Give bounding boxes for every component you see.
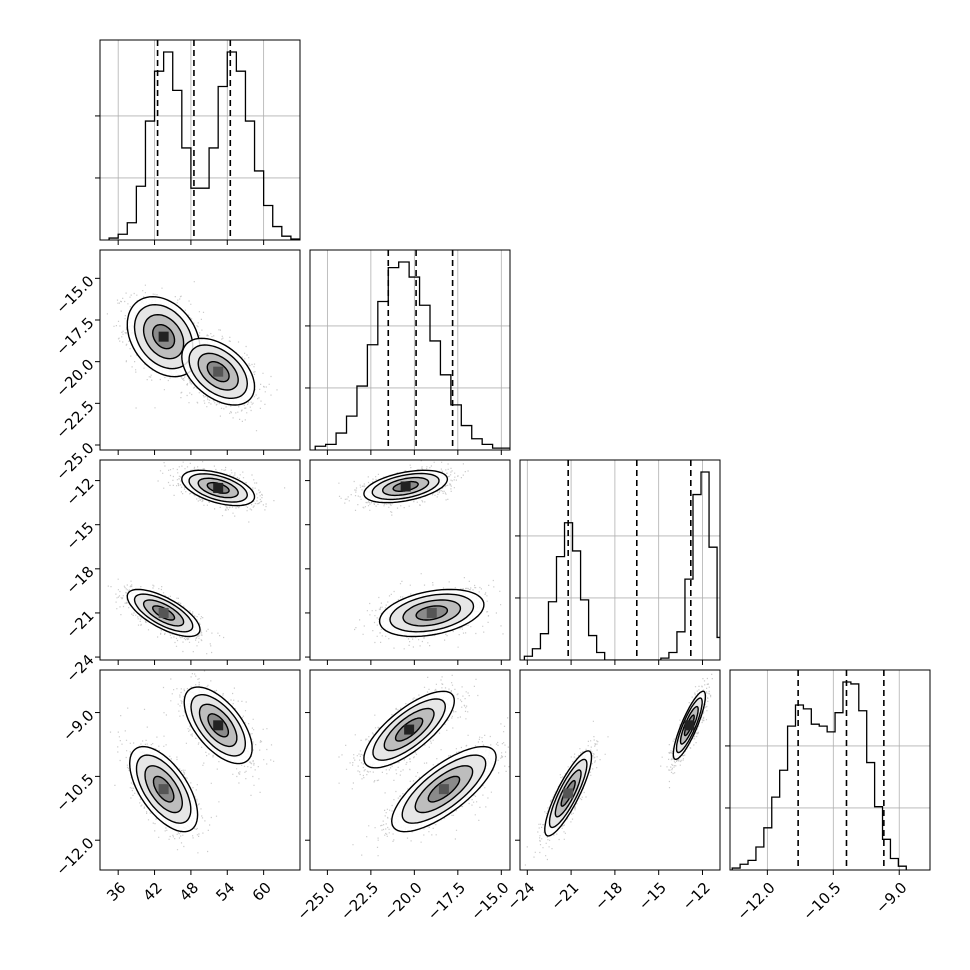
scatter-panel-p4-vs-p3 <box>519 669 721 871</box>
density-peak <box>213 366 224 377</box>
hist-panel-p1 <box>95 39 301 241</box>
x-tick-label-p2: −17.5 <box>424 879 469 924</box>
hist-panel-p4 <box>725 669 931 871</box>
scatter-panel-content <box>338 460 504 650</box>
scatter-panel-content <box>338 674 510 857</box>
x-tick-label-p4: −9.0 <box>872 879 910 917</box>
hist-panel-p3 <box>515 459 721 661</box>
y-tick-label-p3: −18 <box>62 563 97 598</box>
x-tick-label-p4: −12.0 <box>733 879 778 924</box>
hist-panel-bg <box>730 670 930 870</box>
histogram-p2 <box>314 261 510 450</box>
x-tick-label-p3: −24 <box>504 879 539 914</box>
x-tick-label-p2: −20.0 <box>380 879 425 924</box>
scatter-panel-p3-vs-p2 <box>309 459 511 661</box>
hist-panel-bg <box>100 40 300 240</box>
scatter-panel-p3-vs-p1 <box>99 459 301 661</box>
density-peak <box>158 331 169 342</box>
hist-panel-frame <box>99 39 301 241</box>
density-peak <box>563 788 574 799</box>
hist-panel-bg <box>310 250 510 450</box>
density-peak <box>158 607 169 618</box>
x-tick-label-p1: 54 <box>212 879 238 905</box>
scatter-panel-content <box>107 461 286 655</box>
y-tick-label-p2: −15.0 <box>52 272 97 317</box>
hist-panel-bg <box>520 460 720 660</box>
x-tick-label-p2: −22.5 <box>337 879 382 924</box>
scatter-panel-frame <box>99 459 301 661</box>
histogram-p4 <box>731 681 907 870</box>
x-tick-label-p3: −21 <box>547 879 582 914</box>
y-tick-label-p3: −15 <box>62 519 97 554</box>
x-tick-label-p1: 48 <box>176 879 202 905</box>
scatter-panel-bg <box>520 670 720 870</box>
scatter-panel-content <box>524 673 713 866</box>
x-tick-label-p3: −18 <box>591 879 626 914</box>
scatter-panel-frame <box>309 459 511 661</box>
density-peak <box>158 784 169 795</box>
scatter-panel-frame <box>99 669 301 871</box>
scatter-panel-frame <box>99 249 301 451</box>
y-tick-label-p2: −22.5 <box>52 397 97 442</box>
y-tick-label-p3: −21 <box>62 607 97 642</box>
density-peak <box>426 607 437 618</box>
x-tick-label-p1: 60 <box>249 879 275 905</box>
scatter-panel-p4-vs-p2 <box>309 669 511 871</box>
x-tick-label-p3: −12 <box>679 879 714 914</box>
scatter-panel-content <box>109 670 275 854</box>
density-peak <box>400 481 411 492</box>
x-tick-label-p3: −15 <box>635 879 670 914</box>
y-tick-label-p2: −25.0 <box>52 439 97 484</box>
hist-panel-frame <box>519 459 721 661</box>
hist-panel-p2 <box>305 249 511 451</box>
density-peak <box>438 784 449 795</box>
y-tick-label-p4: −9.0 <box>59 706 97 744</box>
y-tick-label-p4: −10.5 <box>52 770 97 815</box>
scatter-panel-p2-vs-p1 <box>99 249 301 451</box>
x-tick-label-p2: −25.0 <box>293 879 338 924</box>
density-peak <box>213 482 224 493</box>
y-tick-label-p3: −24 <box>62 651 97 686</box>
density-peak <box>213 720 224 731</box>
hist-panel-frame <box>309 249 511 451</box>
density-peak <box>684 720 695 731</box>
hist-panel-frame <box>729 669 931 871</box>
scatter-panel-frame <box>309 669 511 871</box>
y-tick-label-p2: −17.5 <box>52 314 97 359</box>
x-tick-label-p4: −10.5 <box>799 879 844 924</box>
histogram-p1 <box>108 51 300 240</box>
density-peak <box>404 724 415 735</box>
y-tick-label-p2: −20.0 <box>52 355 97 400</box>
histogram-p3 <box>523 471 720 660</box>
x-tick-label-p1: 42 <box>140 879 166 905</box>
x-tick-label-p1: 36 <box>103 879 129 905</box>
scatter-panel-frame <box>519 669 721 871</box>
y-tick-label-p4: −12.0 <box>52 834 97 879</box>
scatter-panel-p4-vs-p1 <box>99 669 301 871</box>
scatter-panel-content <box>106 281 278 432</box>
